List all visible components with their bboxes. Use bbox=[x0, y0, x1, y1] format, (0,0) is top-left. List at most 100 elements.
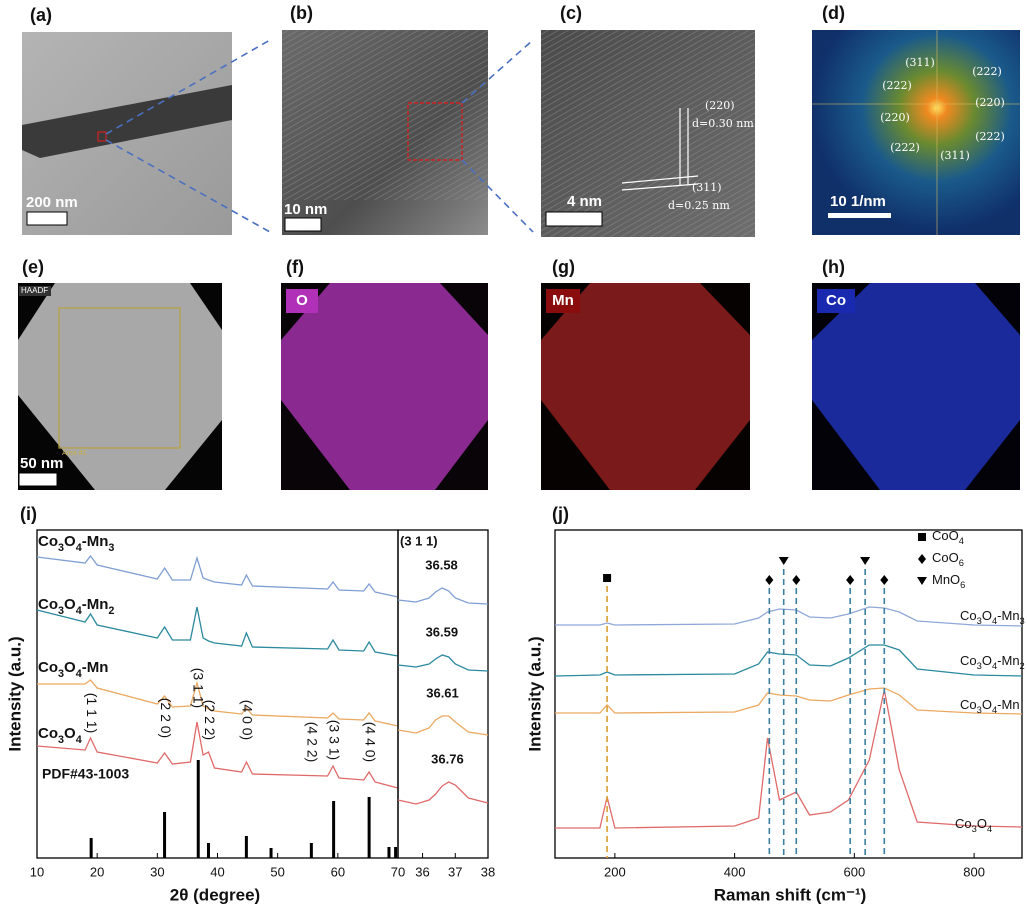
reference-stick bbox=[367, 797, 371, 858]
element-label: Co bbox=[826, 292, 846, 309]
subscript: 4 bbox=[992, 616, 997, 626]
subscript: 3 bbox=[977, 705, 982, 715]
formula-part: O bbox=[64, 533, 76, 550]
plane-label: (4 0 0) bbox=[240, 700, 256, 740]
series-line bbox=[36, 606, 399, 657]
plane-label: (3 1 1) bbox=[190, 668, 206, 708]
series-label: Co3O4 bbox=[38, 725, 82, 746]
plane-label: (4 4 0) bbox=[362, 722, 378, 762]
series-label: Co3O4-Mn3 bbox=[960, 608, 1025, 626]
subscript: 2 bbox=[1020, 661, 1025, 671]
subscript: 3 bbox=[58, 734, 64, 746]
subscript: 4 bbox=[992, 661, 997, 671]
panel-label: (b) bbox=[290, 3, 313, 23]
fft-spot-label: (222) bbox=[882, 79, 912, 92]
series-line bbox=[397, 654, 489, 672]
image-g: Mn bbox=[541, 283, 750, 490]
reference-stick bbox=[269, 848, 273, 858]
formula-part: O bbox=[64, 596, 76, 613]
panel-label: (g) bbox=[552, 257, 575, 277]
x-tick-label: 60 bbox=[331, 864, 345, 879]
formula-part: -Mn bbox=[997, 653, 1019, 668]
peak-label: 36.59 bbox=[426, 624, 459, 639]
formula-part: Co bbox=[960, 653, 977, 668]
lattice-spacing: d=0.25 nm bbox=[668, 199, 730, 212]
subscript: 4 bbox=[987, 824, 992, 834]
reference-marker bbox=[792, 575, 801, 585]
reference-stick bbox=[196, 760, 200, 858]
scale-bar-label: 50 nm bbox=[20, 455, 63, 472]
inset-title: (3 1 1) bbox=[400, 533, 438, 548]
x-tick-label: 30 bbox=[150, 864, 164, 879]
panel-label: (c) bbox=[560, 3, 582, 23]
plot-frame bbox=[397, 529, 489, 859]
peak-label: 36.76 bbox=[431, 751, 464, 766]
reference-marker bbox=[603, 574, 612, 582]
subscript: 3 bbox=[1020, 616, 1025, 626]
panel-label: (i) bbox=[20, 504, 37, 524]
image-f: O bbox=[281, 283, 488, 490]
reference-marker bbox=[880, 575, 889, 585]
plane-label: (1 1 1) bbox=[84, 693, 100, 733]
legend-label: CoO4 bbox=[932, 528, 964, 546]
reference-stick bbox=[387, 847, 391, 858]
formula-part: Co bbox=[955, 816, 972, 831]
reference-marker bbox=[778, 557, 789, 565]
legend-label: MnO6 bbox=[932, 572, 965, 590]
legend-label: CoO6 bbox=[932, 550, 964, 568]
formula-part: O bbox=[64, 659, 76, 676]
image-c: (220) d=0.30 nm (311) d=0.25 nm bbox=[541, 30, 755, 237]
lattice-plane: (220) bbox=[705, 99, 735, 112]
series-line bbox=[397, 715, 489, 736]
x-tick-label: 200 bbox=[604, 864, 626, 879]
reference-stick bbox=[163, 812, 167, 858]
x-tick-label: 10 bbox=[30, 864, 44, 879]
panel-label: (d) bbox=[822, 3, 845, 23]
x-tick-label: 800 bbox=[963, 864, 985, 879]
y-axis-label: Intensity (a.u.) bbox=[5, 636, 24, 751]
series-line bbox=[555, 687, 1023, 715]
subscript: 6 bbox=[959, 558, 964, 568]
series-label: Co3O4-Mn bbox=[38, 659, 108, 680]
scale-bar-label: 10 1/nm bbox=[830, 193, 886, 210]
subscript: 4 bbox=[76, 668, 82, 680]
formula-part: Co bbox=[38, 596, 58, 613]
panel-label: (a) bbox=[30, 5, 52, 25]
series-line bbox=[554, 644, 1023, 677]
x-tick-label: 40 bbox=[210, 864, 224, 879]
series-line bbox=[555, 606, 1023, 627]
reference-stick bbox=[89, 838, 93, 858]
element-label: O bbox=[296, 292, 308, 309]
plane-label: (3 3 1) bbox=[326, 720, 342, 760]
panel-label: (h) bbox=[822, 257, 845, 277]
fft-spot-label: (222) bbox=[972, 65, 1002, 78]
series-line bbox=[36, 721, 399, 789]
x-tick-label: 50 bbox=[270, 864, 284, 879]
fft-spot-label: (311) bbox=[940, 149, 970, 162]
peak-label: 36.58 bbox=[425, 557, 458, 572]
series-label: Co3O4-Mn2 bbox=[38, 596, 114, 617]
plane-label: (2 2 2) bbox=[202, 700, 218, 740]
subscript: 3 bbox=[108, 542, 114, 554]
formula-part: CoO bbox=[932, 528, 959, 543]
plane-label: (4 2 2) bbox=[305, 722, 321, 762]
panel-label: (j) bbox=[552, 504, 569, 524]
scale-bar-label: 200 nm bbox=[26, 194, 78, 211]
subscript: 4 bbox=[992, 705, 997, 715]
detector-label: HAADF bbox=[21, 286, 48, 295]
x-tick-label: 20 bbox=[90, 864, 104, 879]
series-label: Co3O4-Mn bbox=[960, 697, 1020, 715]
y-axis-label: Intensity (a.u.) bbox=[525, 636, 544, 751]
formula-part: Co bbox=[960, 608, 977, 623]
image-b bbox=[282, 30, 488, 235]
lattice-plane: (311) bbox=[692, 181, 722, 194]
series-line bbox=[397, 781, 489, 805]
subscript: 3 bbox=[972, 824, 977, 834]
reference-stick bbox=[206, 843, 210, 858]
series-line bbox=[36, 554, 399, 598]
fft-spot-label: (222) bbox=[975, 130, 1005, 143]
legend-symbol bbox=[917, 577, 927, 585]
series-label: Co3O4-Mn2 bbox=[960, 653, 1025, 671]
formula-part: O bbox=[982, 653, 992, 668]
x-tick-label: 36 bbox=[415, 864, 429, 879]
